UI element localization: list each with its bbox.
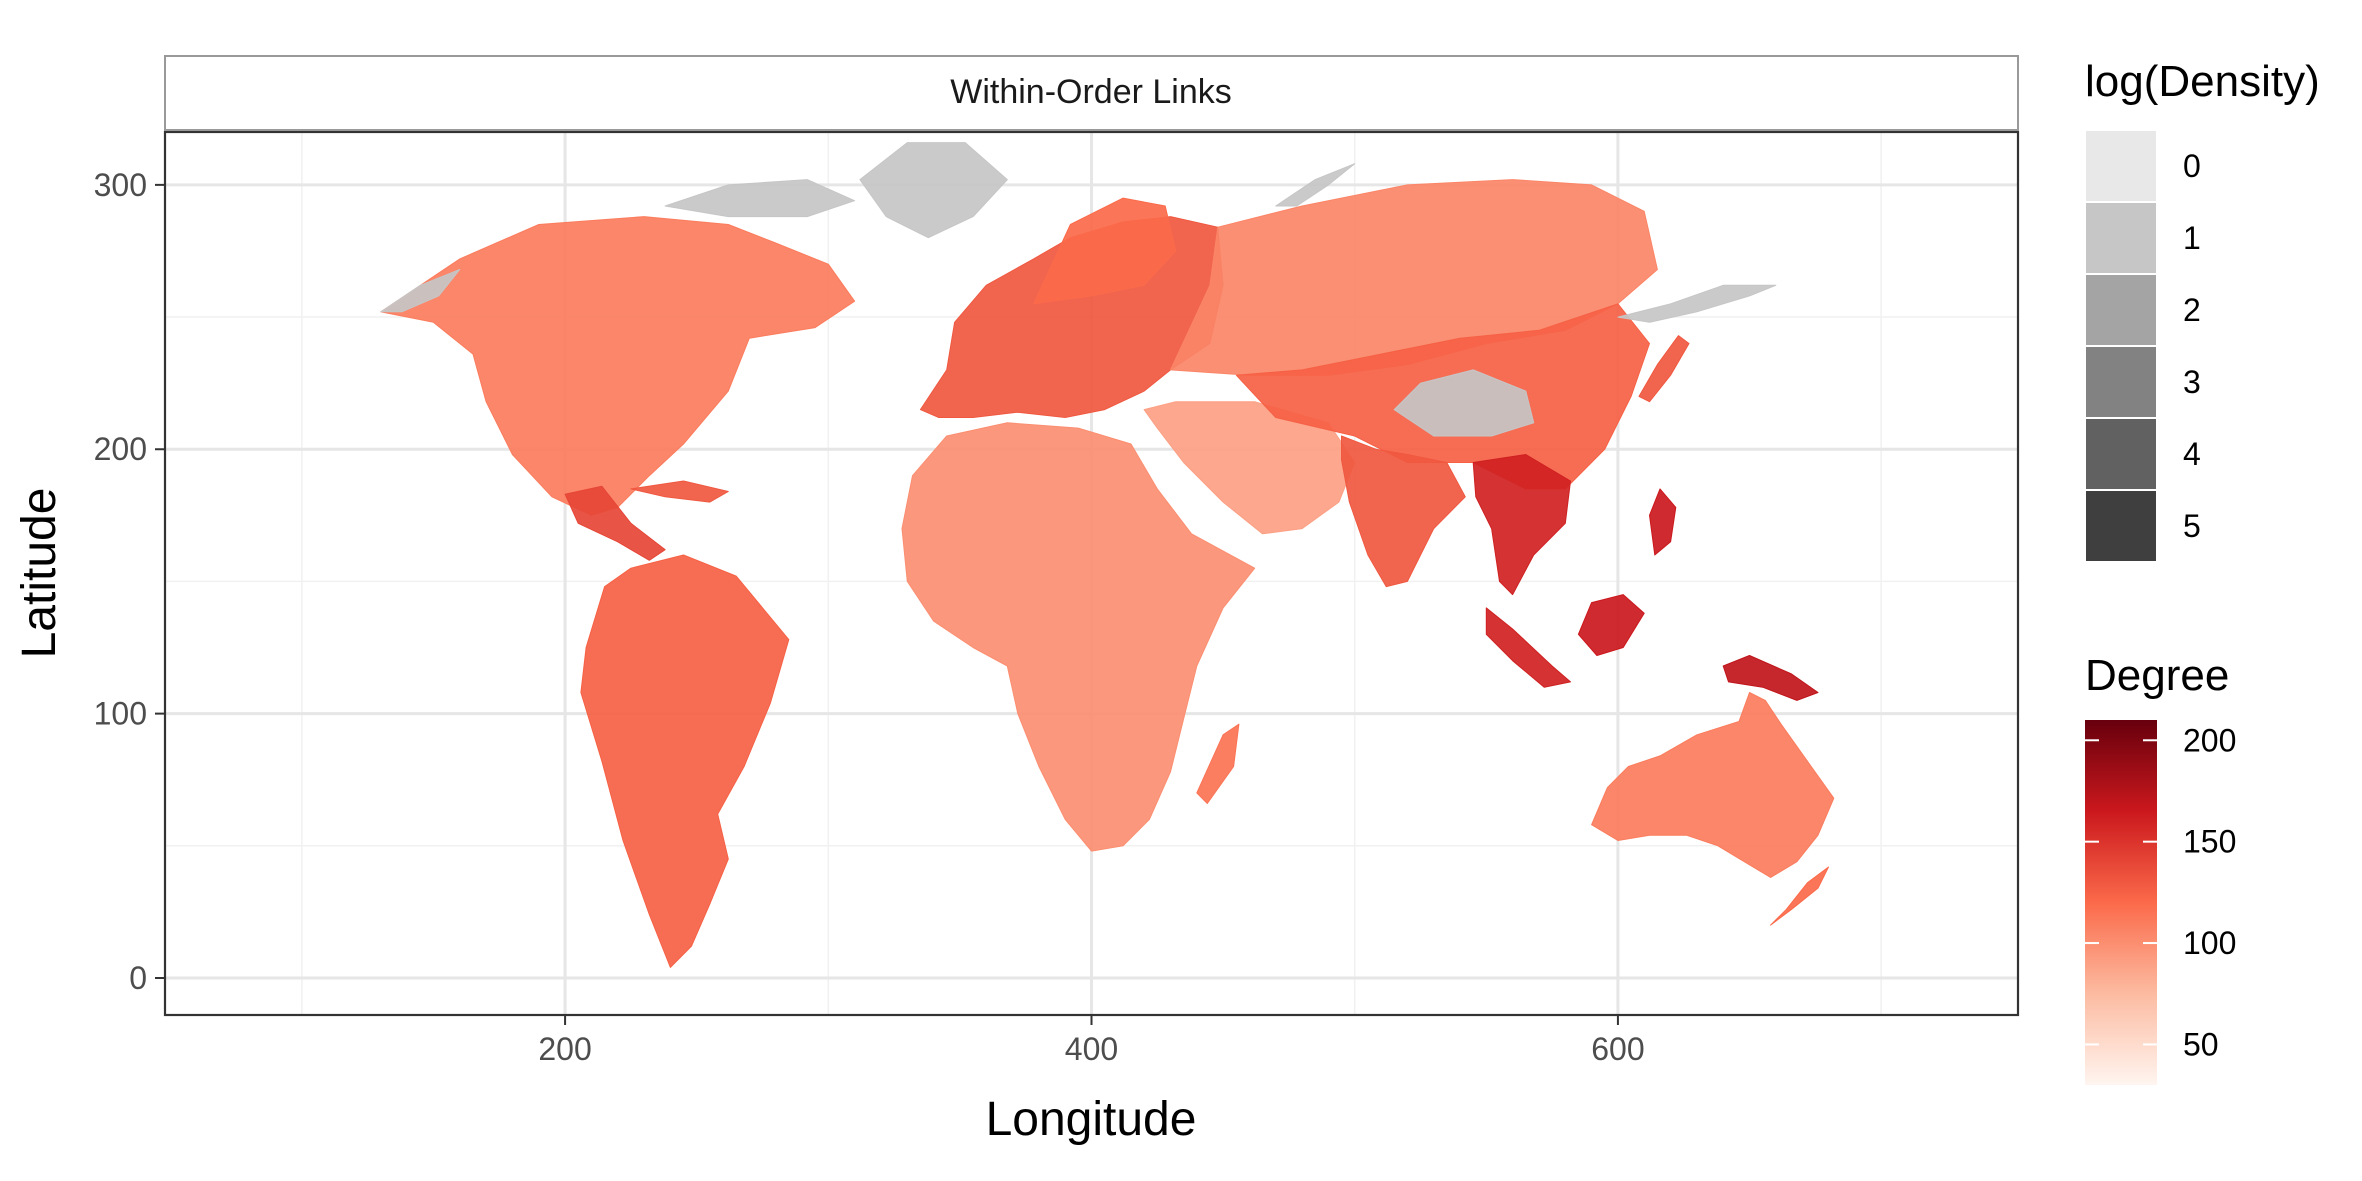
facet-title: Within-Order Links xyxy=(950,73,1232,111)
x-axis-title: Longitude xyxy=(986,1093,1197,1146)
legend-density-key xyxy=(2084,273,2158,347)
facet-strip xyxy=(164,55,2019,131)
region-chukotka xyxy=(1617,284,1777,323)
x-tick-label: 600 xyxy=(1591,1031,1644,1067)
y-axis-title: Latitude xyxy=(13,488,66,659)
x-tick-label: 200 xyxy=(538,1031,591,1067)
region-india xyxy=(1341,435,1466,588)
legend-density-label: 2 xyxy=(2183,292,2201,328)
legend-density-key xyxy=(2084,201,2158,275)
region-philippines xyxy=(1649,488,1677,556)
legend-degree: Degree 50 100 150 200 xyxy=(2085,651,2236,1085)
legend-density-label: 4 xyxy=(2183,436,2201,472)
y-tick-label: 200 xyxy=(94,431,147,467)
legend-density-label: 5 xyxy=(2183,508,2201,544)
region-novaya-zemlya xyxy=(1275,163,1356,207)
legend-degree-label: 200 xyxy=(2183,722,2236,758)
region-central-america xyxy=(564,485,666,561)
y-tick-label: 100 xyxy=(94,696,147,732)
legend-degree-label: 150 xyxy=(2183,824,2236,860)
region-middle-east xyxy=(1143,401,1356,535)
legend-degree-label: 100 xyxy=(2183,925,2236,961)
region-north-america xyxy=(380,216,856,516)
region-madagascar xyxy=(1196,723,1240,804)
region-southeast-asia xyxy=(1472,454,1571,596)
x-tick-label: 400 xyxy=(1065,1031,1118,1067)
region-new-guinea xyxy=(1722,655,1819,701)
legend-degree-label: 50 xyxy=(2183,1026,2219,1062)
map-regions xyxy=(380,142,1835,968)
region-borneo xyxy=(1577,594,1645,656)
region-indonesia xyxy=(1485,607,1571,688)
legend-degree-title: Degree xyxy=(2085,651,2229,700)
legend-density-key xyxy=(2084,489,2158,563)
region-alaska xyxy=(380,269,461,313)
legend-density-title: log(Density) xyxy=(2085,57,2320,106)
region-south-america xyxy=(580,554,790,968)
region-japan xyxy=(1638,335,1690,403)
region-scandinavia xyxy=(1033,197,1177,305)
legend-degree-colorbar xyxy=(2085,720,2157,1085)
region-new-zealand xyxy=(1770,866,1829,926)
y-tick-label: 300 xyxy=(94,167,147,203)
legend-density-label: 3 xyxy=(2183,364,2201,400)
region-caribbean xyxy=(630,480,729,503)
legend-density: log(Density) 0 1 2 3 4 5 xyxy=(2084,57,2320,563)
legend-density-key xyxy=(2084,129,2158,203)
x-axis: 200 400 600 xyxy=(538,1015,1645,1067)
legend-density-label: 1 xyxy=(2183,220,2201,256)
y-tick-label: 0 xyxy=(129,960,147,996)
region-greenland xyxy=(859,142,1008,239)
region-tibetan-plateau xyxy=(1393,369,1535,437)
y-axis: 0 100 200 300 xyxy=(94,167,165,996)
legend-density-key xyxy=(2084,345,2158,419)
region-africa xyxy=(901,422,1256,852)
region-australia xyxy=(1591,692,1835,878)
region-arctic-islands xyxy=(664,179,856,218)
legend-density-key xyxy=(2084,417,2158,491)
legend-density-label: 0 xyxy=(2183,148,2201,184)
